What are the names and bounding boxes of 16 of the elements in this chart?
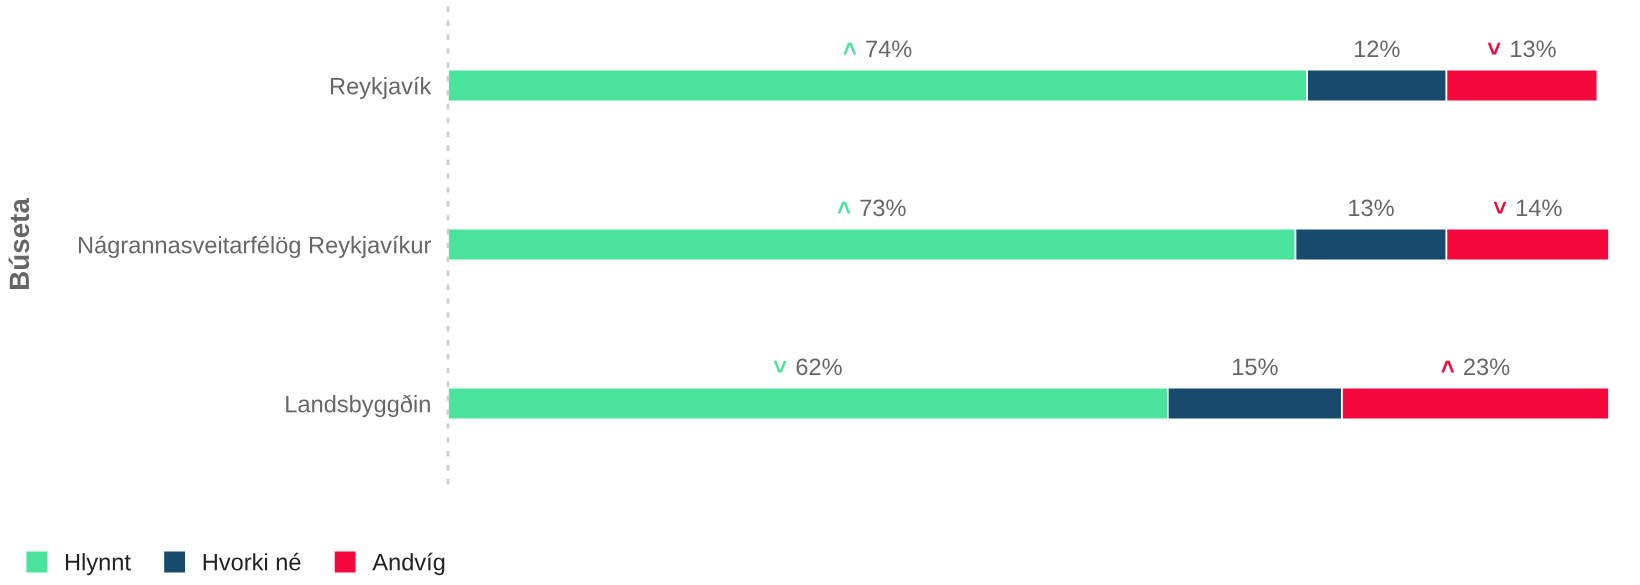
data-label: 15% bbox=[1233, 358, 1278, 376]
legend-label: Hlynnt bbox=[65, 553, 131, 576]
y-tick-label: Landsbyggðin bbox=[286, 394, 430, 418]
data-label: ˄ 74% bbox=[843, 40, 912, 58]
data-label: ˅ 62% bbox=[773, 358, 842, 376]
y-tick-label: Nágrannasveitarfélög Reykjavíkur bbox=[78, 235, 431, 259]
y-axis-title: Búseta bbox=[8, 198, 30, 289]
y-tick-label: Reykjavík bbox=[330, 76, 432, 100]
legend-label: Andvíg bbox=[372, 552, 445, 576]
data-label: 12% bbox=[1354, 40, 1400, 58]
data-label: ˄ 73% bbox=[837, 199, 906, 217]
data-label: ˄ 23% bbox=[1441, 358, 1510, 376]
data-label: 13% bbox=[1349, 199, 1394, 217]
data-label: ˅ 13% bbox=[1487, 40, 1556, 58]
legend-label: Hvorki né bbox=[203, 552, 301, 571]
data-label: ˅ 14% bbox=[1493, 199, 1562, 217]
